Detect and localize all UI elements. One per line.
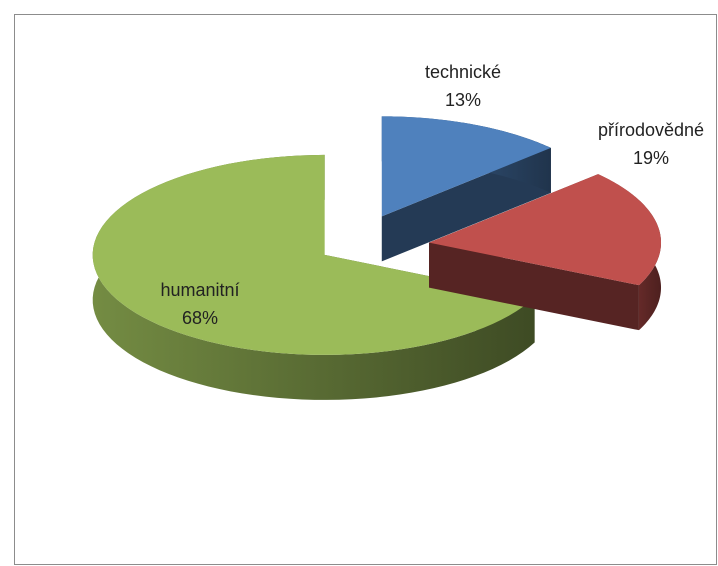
- slice-side: [429, 242, 639, 331]
- slice-top: [92, 154, 535, 355]
- slice-top: [429, 174, 662, 286]
- data-label: technické 13%: [408, 58, 518, 114]
- category-label: přírodovědné: [597, 120, 705, 140]
- data-label: přírodovědné 19%: [592, 116, 710, 172]
- data-label: humanitní 68%: [140, 276, 260, 332]
- slice: [381, 116, 551, 262]
- value-label: 68%: [181, 308, 219, 328]
- value-label: 19%: [632, 148, 670, 168]
- category-label: humanitní: [160, 280, 240, 300]
- value-label: 13%: [444, 90, 482, 110]
- slice-top: [381, 116, 551, 217]
- slice: [429, 174, 662, 331]
- category-label: technické: [424, 62, 502, 82]
- slice: [92, 154, 535, 400]
- chart-frame: [14, 14, 717, 565]
